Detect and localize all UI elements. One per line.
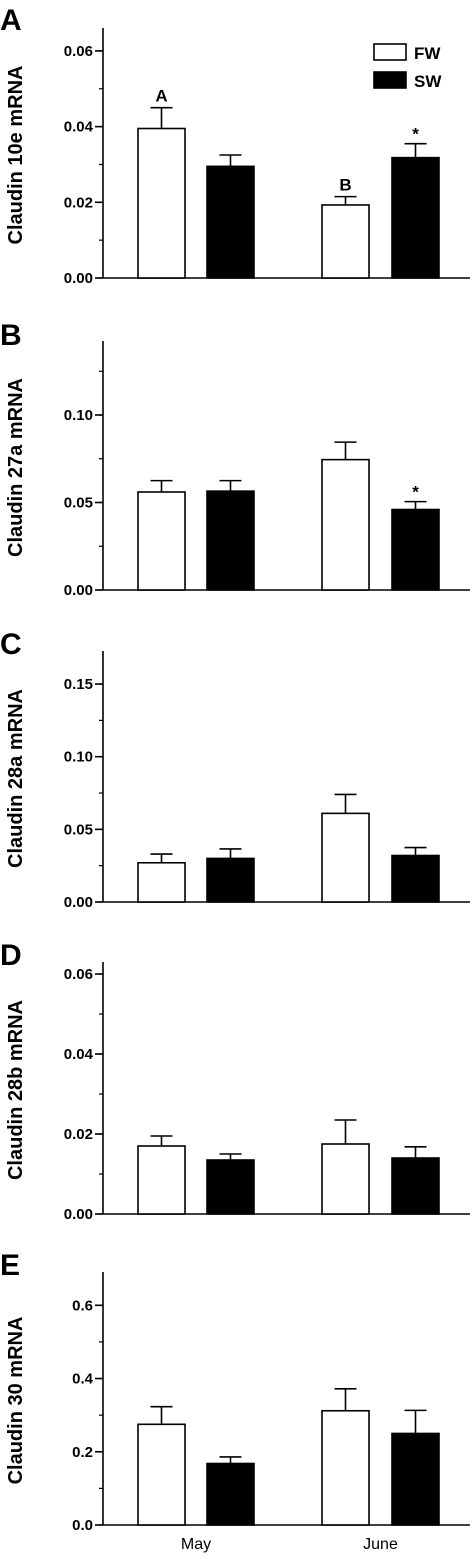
y-tick-label: 0.15 [64,676,93,693]
y-axis-label: Claudin 27a mRNA [5,378,27,557]
bar-sw-may [206,165,255,279]
legend-label-sw: SW [414,72,442,91]
bar-sw-june [391,854,440,903]
significance-label: A [155,87,167,106]
bar-sw-june [391,508,440,591]
bar-fw-june [321,204,370,279]
y-tick-label: 0.6 [72,1297,93,1314]
bar-fw-may [137,491,186,591]
bar-fw-june [321,1143,370,1215]
bar-sw-may [206,1159,255,1215]
panel-b: B Claudin 27a mRNA 0.00 0.05 0.10 * [0,319,470,599]
panel-letter: E [0,1249,20,1282]
panel-c: C Claudin 28a mRNA 0.00 0.05 0.10 0.15 [0,628,470,911]
significance-label: B [339,176,351,195]
bar-fw-june [321,1409,370,1526]
y-tick-label: 0.4 [72,1371,94,1388]
y-tick-label: 0.02 [64,194,93,211]
bar-sw-june [391,1432,440,1526]
bar-fw-may [137,127,186,279]
y-tick-label: 0.2 [72,1444,93,1461]
legend: FW SW [373,43,442,91]
y-axis-label: Claudin 30 mRNA [5,1317,27,1485]
y-tick-label: 0.00 [64,270,93,287]
panel-e: E Claudin 30 mRNA 0.0 0.2 0.4 0.6 May June [0,1249,470,1553]
y-tick-label: 0.00 [64,894,93,911]
y-tick-label: 0.04 [64,119,94,136]
y-tick-label: 0.00 [64,1206,93,1223]
y-tick-label: 0.10 [64,749,93,766]
panel-letter: D [0,939,22,972]
legend-swatch-fw [373,43,407,61]
bar-sw-may [206,1462,255,1526]
bar-sw-june [391,1157,440,1215]
bar-fw-may [137,861,186,903]
bar-fw-june [321,812,370,903]
panel-a: A Claudin 10e mRNA 0.00 0.02 0.04 0.06 A B * FW SW [0,4,470,287]
y-tick-label: 0.05 [64,495,93,512]
bar-fw-may [137,1145,186,1215]
y-tick-label: 0.05 [64,821,93,838]
significance-label: * [412,483,419,502]
bar-sw-may [206,490,255,591]
y-tick-label: 0.06 [64,966,93,983]
panel-letter: C [0,628,22,661]
y-axis-label: Claudin 10e mRNA [5,66,27,245]
panel-d: D Claudin 28b mRNA 0.00 0.02 0.04 0.06 [0,939,470,1223]
panel-letter: A [0,4,22,37]
y-tick-label: 0.04 [64,1046,94,1063]
y-tick-label: 0.0 [72,1517,93,1534]
y-axis-label: Claudin 28b mRNA [5,1000,27,1180]
bar-sw-may [206,857,255,903]
bar-fw-may [137,1423,186,1526]
x-category-label: June [363,1536,398,1553]
panel-letter: B [0,319,22,352]
y-tick-label: 0.06 [64,43,93,60]
legend-label-fw: FW [414,44,441,63]
significance-label: * [412,125,419,144]
legend-swatch-sw [373,71,407,89]
bar-fw-june [321,458,370,591]
y-tick-label: 0.10 [64,407,93,424]
bar-sw-june [391,156,440,279]
x-category-label: May [181,1536,211,1553]
y-axis-label: Claudin 28a mRNA [5,689,27,868]
y-tick-label: 0.00 [64,582,93,599]
y-tick-label: 0.02 [64,1126,93,1143]
